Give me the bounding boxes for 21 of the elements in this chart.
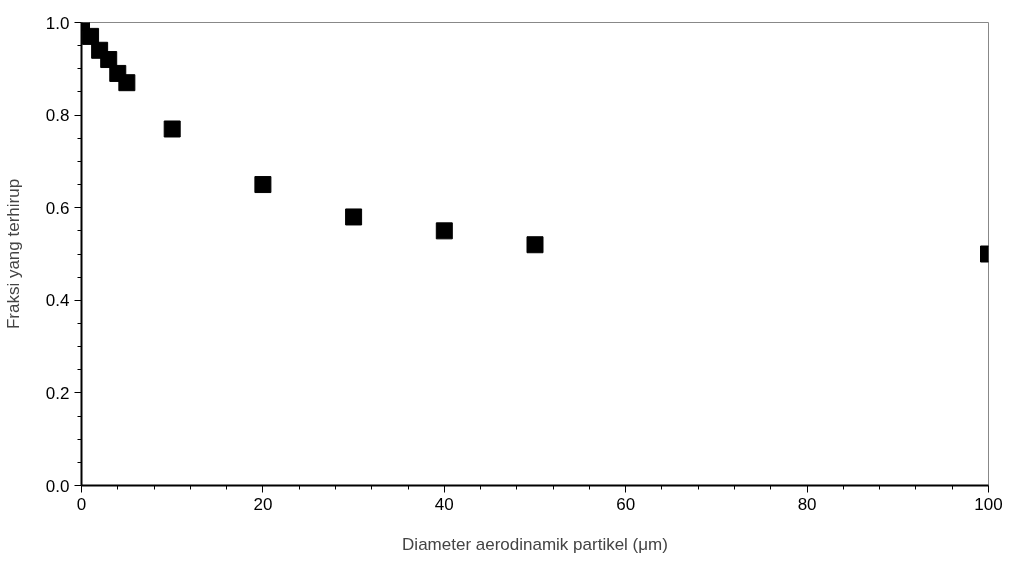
x-tick-label: 80 bbox=[797, 494, 817, 514]
point bbox=[345, 208, 363, 226]
y-tick-label: 0.0 bbox=[45, 476, 70, 496]
point bbox=[100, 51, 118, 69]
point bbox=[435, 222, 453, 240]
y-tick-label: 0.6 bbox=[45, 198, 70, 218]
x-axis-title: Diameter aerodinamik partikel (μm) bbox=[402, 534, 668, 554]
x-tick-label: 100 bbox=[974, 494, 1003, 514]
point bbox=[254, 176, 272, 194]
y-tick-label: 0.2 bbox=[45, 383, 70, 403]
point bbox=[526, 236, 544, 254]
x-tick-label: 60 bbox=[616, 494, 636, 514]
x-tick-label: 20 bbox=[253, 494, 273, 514]
y-tick-label: 0.8 bbox=[45, 106, 70, 126]
x-tick-label: 0 bbox=[76, 494, 87, 514]
y-tick-label: 0.4 bbox=[45, 291, 70, 311]
point bbox=[163, 120, 181, 138]
y-tick-label: 1.0 bbox=[45, 13, 70, 33]
y-axis-title: Fraksi yang terhirup bbox=[3, 178, 23, 330]
point bbox=[118, 74, 136, 92]
x-tick-label: 40 bbox=[434, 494, 454, 514]
